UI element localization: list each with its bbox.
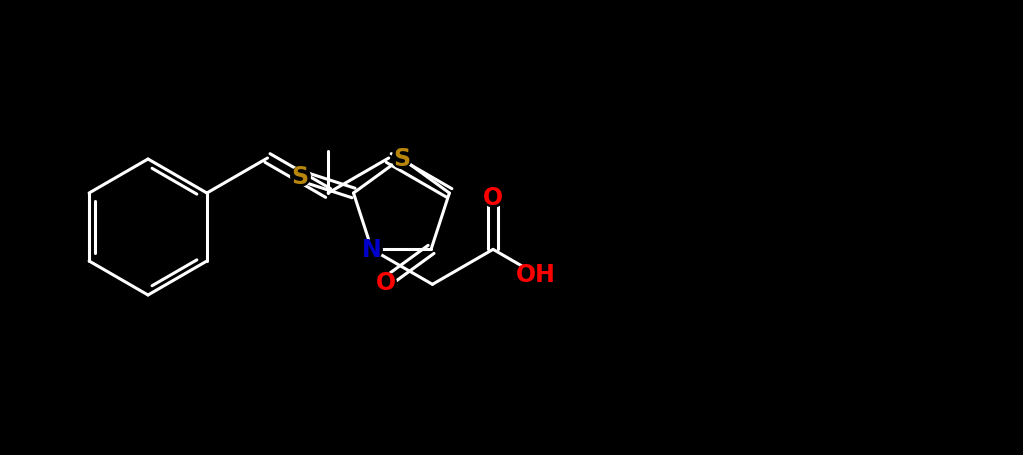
Text: O: O: [483, 186, 503, 209]
Text: S: S: [393, 147, 410, 171]
Text: O: O: [375, 271, 396, 295]
Text: S: S: [292, 164, 309, 188]
Text: OH: OH: [516, 262, 555, 286]
Text: N: N: [362, 238, 382, 262]
Text: S: S: [393, 147, 410, 171]
